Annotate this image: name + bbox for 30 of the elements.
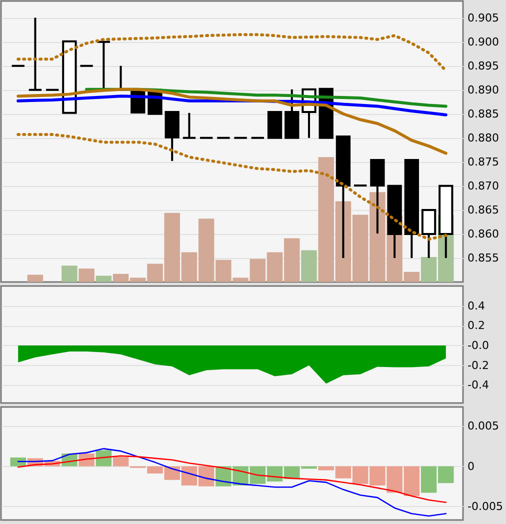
- line-series: [16, 133, 448, 241]
- y-tick-label: 0.870: [468, 179, 499, 192]
- line-series: [16, 88, 448, 155]
- bar: [112, 456, 129, 466]
- bar: [10, 457, 26, 466]
- y-tick-label: -0.2: [468, 358, 489, 372]
- line-series: [17, 455, 447, 504]
- line-series: [17, 448, 447, 517]
- bar: [96, 450, 112, 466]
- y-tick-label: 0.890: [468, 83, 499, 96]
- candlestick: [28, 16, 43, 91]
- y-tick-label: 0.4: [468, 299, 485, 312]
- y-tick-label: -0.4: [468, 378, 489, 392]
- line-series: [16, 33, 448, 72]
- y-tick-label: 0.895: [468, 59, 499, 72]
- y-tick-label: 0.865: [468, 203, 499, 216]
- y-tick-label: 0.900: [468, 35, 499, 48]
- y-tick-label: 0.875: [468, 155, 499, 168]
- candlestick: [96, 40, 111, 91]
- y-tick-label: 0.2: [468, 319, 485, 332]
- y-tick-label: 0.855: [468, 251, 499, 264]
- y-tick-label: 0.885: [468, 107, 499, 120]
- candlestick: [182, 112, 197, 139]
- y-tick-label: 0.005: [468, 420, 499, 433]
- y-tick-label: 0: [468, 460, 474, 473]
- y-tick-label: 0.880: [468, 131, 499, 144]
- y-tick-label: 0.905: [468, 11, 499, 24]
- y-tick-label: -0.0: [468, 338, 489, 352]
- y-tick-label: 0.860: [468, 227, 499, 240]
- y-tick-label: -0.005: [468, 500, 503, 513]
